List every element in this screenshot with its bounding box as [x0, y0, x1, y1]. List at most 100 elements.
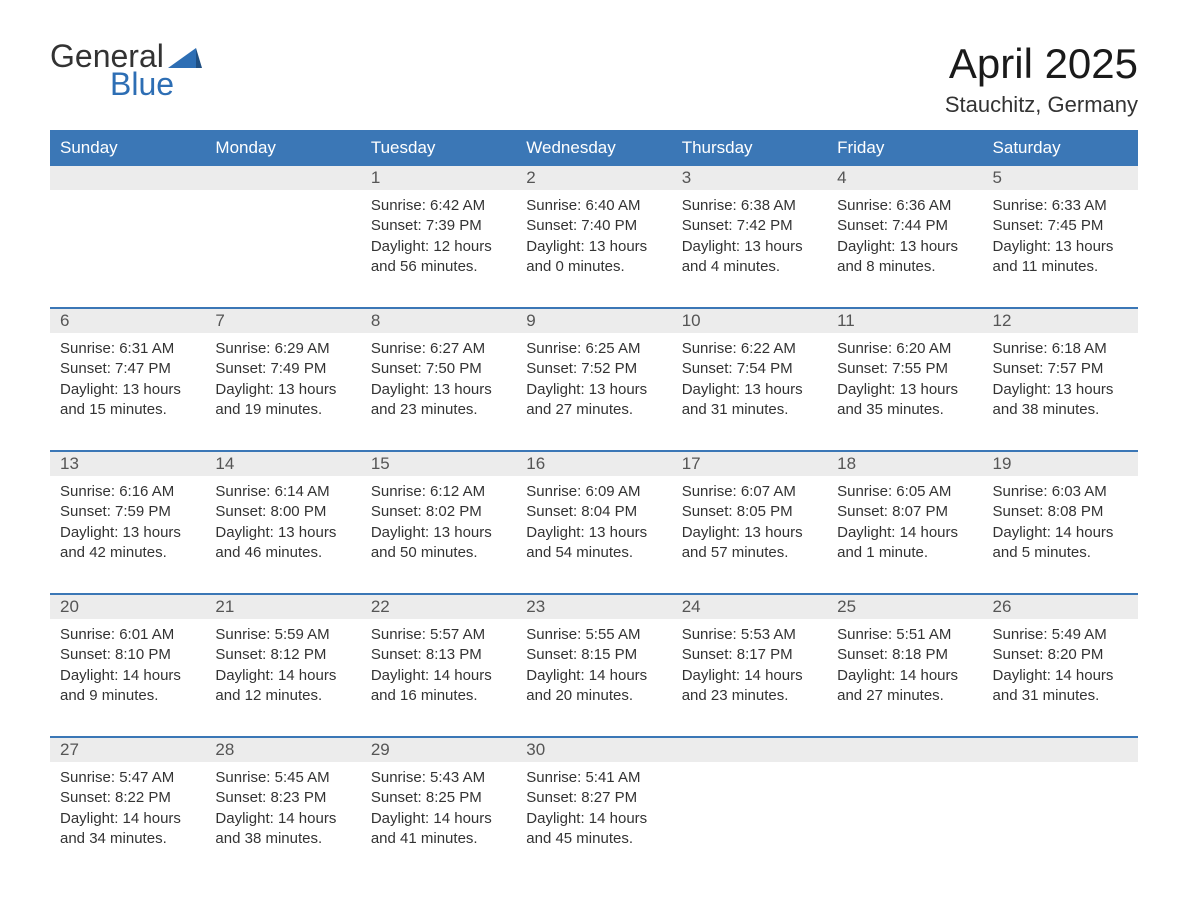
day-header: Wednesday: [516, 130, 671, 166]
day-body-row: Sunrise: 6:42 AM Sunset: 7:39 PM Dayligh…: [50, 190, 1138, 287]
day-details: Sunrise: 6:09 AM Sunset: 8:04 PM Dayligh…: [516, 476, 671, 573]
day-number: 15: [361, 452, 516, 476]
calendar: Sunday Monday Tuesday Wednesday Thursday…: [50, 130, 1138, 859]
day-details: Sunrise: 6:33 AM Sunset: 7:45 PM Dayligh…: [983, 190, 1138, 287]
logo: General Blue: [50, 40, 202, 100]
day-number: 27: [50, 738, 205, 762]
day-number-row: 20212223242526: [50, 595, 1138, 619]
day-number: [205, 166, 360, 190]
week-block: 6789101112Sunrise: 6:31 AM Sunset: 7:47 …: [50, 309, 1138, 430]
day-number: 9: [516, 309, 671, 333]
day-header: Tuesday: [361, 130, 516, 166]
day-details: Sunrise: 6:16 AM Sunset: 7:59 PM Dayligh…: [50, 476, 205, 573]
day-details: Sunrise: 5:41 AM Sunset: 8:27 PM Dayligh…: [516, 762, 671, 859]
day-details: Sunrise: 6:20 AM Sunset: 7:55 PM Dayligh…: [827, 333, 982, 430]
day-details: Sunrise: 6:31 AM Sunset: 7:47 PM Dayligh…: [50, 333, 205, 430]
day-details: Sunrise: 6:01 AM Sunset: 8:10 PM Dayligh…: [50, 619, 205, 716]
day-details: [50, 190, 205, 287]
day-number: [827, 738, 982, 762]
day-details: [205, 190, 360, 287]
day-number: 10: [672, 309, 827, 333]
day-details: Sunrise: 6:36 AM Sunset: 7:44 PM Dayligh…: [827, 190, 982, 287]
day-number: [672, 738, 827, 762]
day-details: Sunrise: 5:47 AM Sunset: 8:22 PM Dayligh…: [50, 762, 205, 859]
day-number: 4: [827, 166, 982, 190]
day-header: Saturday: [983, 130, 1138, 166]
day-header: Friday: [827, 130, 982, 166]
month-title: April 2025: [945, 40, 1138, 88]
logo-word-blue: Blue: [110, 68, 202, 100]
day-number: 20: [50, 595, 205, 619]
day-number: 5: [983, 166, 1138, 190]
day-body-row: Sunrise: 6:31 AM Sunset: 7:47 PM Dayligh…: [50, 333, 1138, 430]
day-number-row: 27282930: [50, 738, 1138, 762]
day-number: 24: [672, 595, 827, 619]
day-details: Sunrise: 5:49 AM Sunset: 8:20 PM Dayligh…: [983, 619, 1138, 716]
day-details: Sunrise: 6:40 AM Sunset: 7:40 PM Dayligh…: [516, 190, 671, 287]
page-header: General Blue April 2025 Stauchitz, Germa…: [50, 40, 1138, 118]
day-details: Sunrise: 5:57 AM Sunset: 8:13 PM Dayligh…: [361, 619, 516, 716]
day-details: Sunrise: 5:45 AM Sunset: 8:23 PM Dayligh…: [205, 762, 360, 859]
day-details: [983, 762, 1138, 859]
day-number-row: 6789101112: [50, 309, 1138, 333]
title-block: April 2025 Stauchitz, Germany: [945, 40, 1138, 118]
day-number: 29: [361, 738, 516, 762]
day-number: 19: [983, 452, 1138, 476]
day-header: Monday: [205, 130, 360, 166]
day-number: 16: [516, 452, 671, 476]
week-block: 20212223242526Sunrise: 6:01 AM Sunset: 8…: [50, 595, 1138, 716]
day-details: Sunrise: 5:55 AM Sunset: 8:15 PM Dayligh…: [516, 619, 671, 716]
day-details: Sunrise: 6:27 AM Sunset: 7:50 PM Dayligh…: [361, 333, 516, 430]
week-block: 27282930Sunrise: 5:47 AM Sunset: 8:22 PM…: [50, 738, 1138, 859]
day-number: [50, 166, 205, 190]
day-details: Sunrise: 6:07 AM Sunset: 8:05 PM Dayligh…: [672, 476, 827, 573]
location-label: Stauchitz, Germany: [945, 92, 1138, 118]
day-details: Sunrise: 6:12 AM Sunset: 8:02 PM Dayligh…: [361, 476, 516, 573]
day-details: [827, 762, 982, 859]
day-details: Sunrise: 6:05 AM Sunset: 8:07 PM Dayligh…: [827, 476, 982, 573]
day-number: 8: [361, 309, 516, 333]
day-number-row: 12345: [50, 166, 1138, 190]
day-number: [983, 738, 1138, 762]
day-number: 17: [672, 452, 827, 476]
day-number: 7: [205, 309, 360, 333]
day-number: 12: [983, 309, 1138, 333]
day-details: Sunrise: 5:43 AM Sunset: 8:25 PM Dayligh…: [361, 762, 516, 859]
day-number: 21: [205, 595, 360, 619]
calendar-header-row: Sunday Monday Tuesday Wednesday Thursday…: [50, 130, 1138, 166]
week-block: 12345Sunrise: 6:42 AM Sunset: 7:39 PM Da…: [50, 166, 1138, 287]
day-number: 18: [827, 452, 982, 476]
day-number: 28: [205, 738, 360, 762]
day-body-row: Sunrise: 5:47 AM Sunset: 8:22 PM Dayligh…: [50, 762, 1138, 859]
day-details: Sunrise: 5:53 AM Sunset: 8:17 PM Dayligh…: [672, 619, 827, 716]
day-number: 26: [983, 595, 1138, 619]
day-number-row: 13141516171819: [50, 452, 1138, 476]
day-number: 11: [827, 309, 982, 333]
day-details: Sunrise: 6:29 AM Sunset: 7:49 PM Dayligh…: [205, 333, 360, 430]
day-body-row: Sunrise: 6:01 AM Sunset: 8:10 PM Dayligh…: [50, 619, 1138, 716]
day-details: [672, 762, 827, 859]
day-header: Sunday: [50, 130, 205, 166]
day-details: Sunrise: 6:22 AM Sunset: 7:54 PM Dayligh…: [672, 333, 827, 430]
day-details: Sunrise: 6:42 AM Sunset: 7:39 PM Dayligh…: [361, 190, 516, 287]
week-block: 13141516171819Sunrise: 6:16 AM Sunset: 7…: [50, 452, 1138, 573]
weeks-container: 12345Sunrise: 6:42 AM Sunset: 7:39 PM Da…: [50, 166, 1138, 859]
day-details: Sunrise: 6:18 AM Sunset: 7:57 PM Dayligh…: [983, 333, 1138, 430]
day-number: 14: [205, 452, 360, 476]
day-number: 3: [672, 166, 827, 190]
day-number: 1: [361, 166, 516, 190]
day-details: Sunrise: 6:03 AM Sunset: 8:08 PM Dayligh…: [983, 476, 1138, 573]
day-number: 25: [827, 595, 982, 619]
day-header: Thursday: [672, 130, 827, 166]
day-number: 13: [50, 452, 205, 476]
day-number: 6: [50, 309, 205, 333]
day-details: Sunrise: 6:38 AM Sunset: 7:42 PM Dayligh…: [672, 190, 827, 287]
day-details: Sunrise: 5:59 AM Sunset: 8:12 PM Dayligh…: [205, 619, 360, 716]
day-details: Sunrise: 6:25 AM Sunset: 7:52 PM Dayligh…: [516, 333, 671, 430]
day-details: Sunrise: 6:14 AM Sunset: 8:00 PM Dayligh…: [205, 476, 360, 573]
day-number: 2: [516, 166, 671, 190]
day-number: 22: [361, 595, 516, 619]
day-details: Sunrise: 5:51 AM Sunset: 8:18 PM Dayligh…: [827, 619, 982, 716]
day-number: 23: [516, 595, 671, 619]
day-number: 30: [516, 738, 671, 762]
